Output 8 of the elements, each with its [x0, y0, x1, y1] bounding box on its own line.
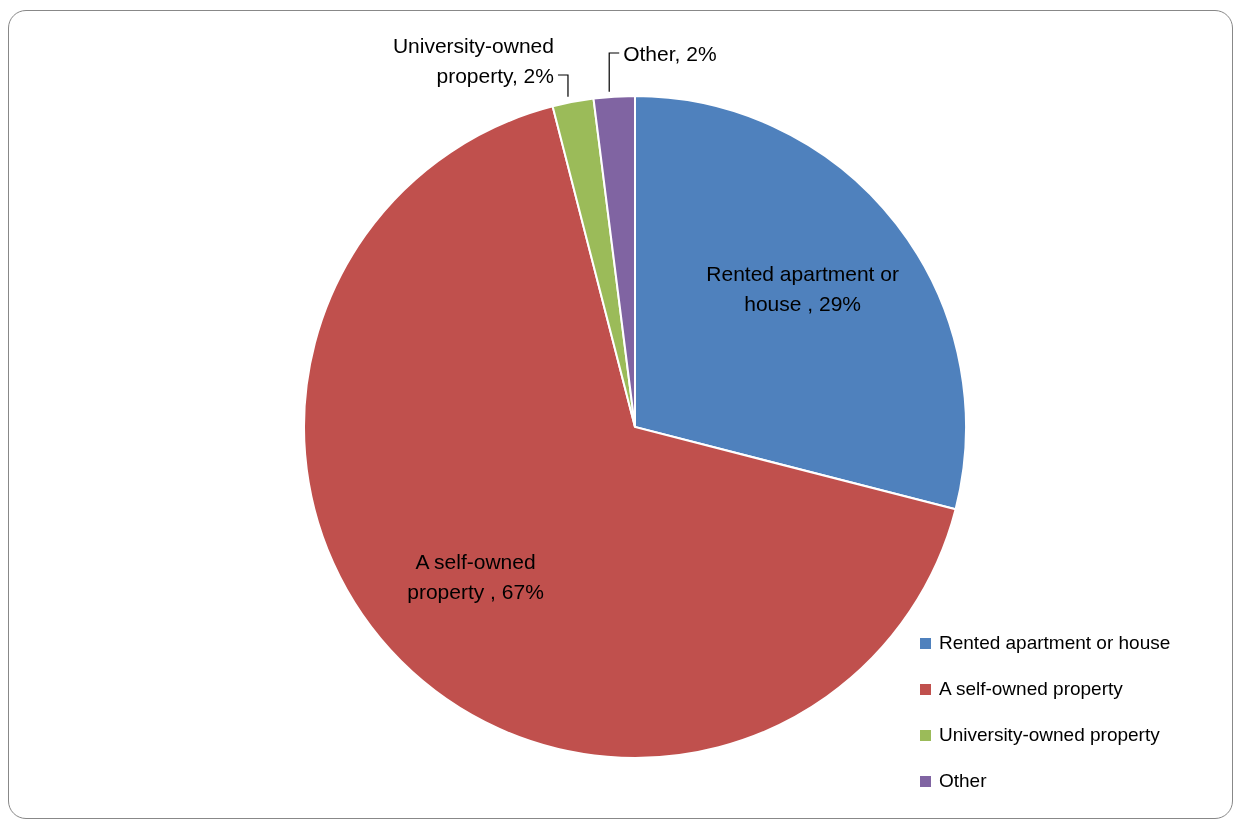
data-label: Other, 2%: [623, 41, 717, 65]
legend-label: A self-owned property: [939, 678, 1123, 700]
data-label: A self-owned property , 67%: [407, 549, 544, 603]
legend-label: University-owned property: [939, 724, 1160, 746]
legend-label: Other: [939, 770, 987, 792]
legend-label: Rented apartment or house: [939, 632, 1171, 654]
data-label: Rented apartment or house , 29%: [706, 261, 899, 315]
data-label: University-owned property, 2%: [392, 33, 554, 87]
